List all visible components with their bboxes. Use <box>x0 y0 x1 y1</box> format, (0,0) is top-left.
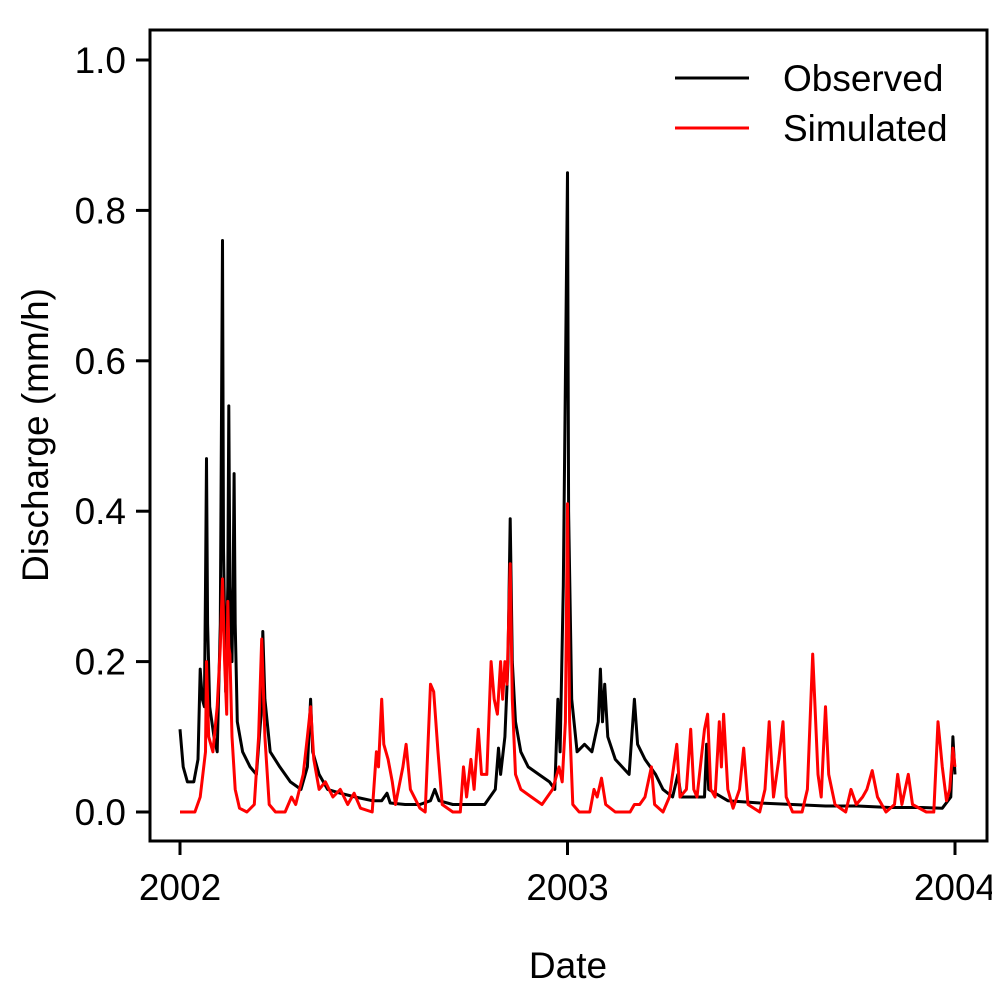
legend-label-simulated: Simulated <box>783 108 948 149</box>
y-axis: 0.0 0.2 0.4 0.6 0.8 1.0 <box>75 40 150 833</box>
x-tick-label: 2003 <box>526 867 608 908</box>
y-tick-label: 0.8 <box>75 190 126 231</box>
y-tick-label: 0.2 <box>75 642 126 683</box>
x-axis: 2002 2003 2004 <box>139 841 992 908</box>
legend-label-observed: Observed <box>783 58 943 99</box>
x-axis-title: Date <box>529 945 607 986</box>
x-tick-label: 2002 <box>139 867 221 908</box>
y-tick-label: 0.6 <box>75 341 126 382</box>
y-tick-label: 0.4 <box>75 491 126 532</box>
y-axis-title: Discharge (mm/h) <box>15 288 56 582</box>
plot-lines <box>178 171 957 814</box>
x-tick-label: 2004 <box>914 867 992 908</box>
legend: Observed Simulated <box>675 58 948 149</box>
y-tick-label: 1.0 <box>75 40 126 81</box>
series-line-simulated <box>180 502 957 814</box>
y-tick-label: 0.0 <box>75 792 126 833</box>
